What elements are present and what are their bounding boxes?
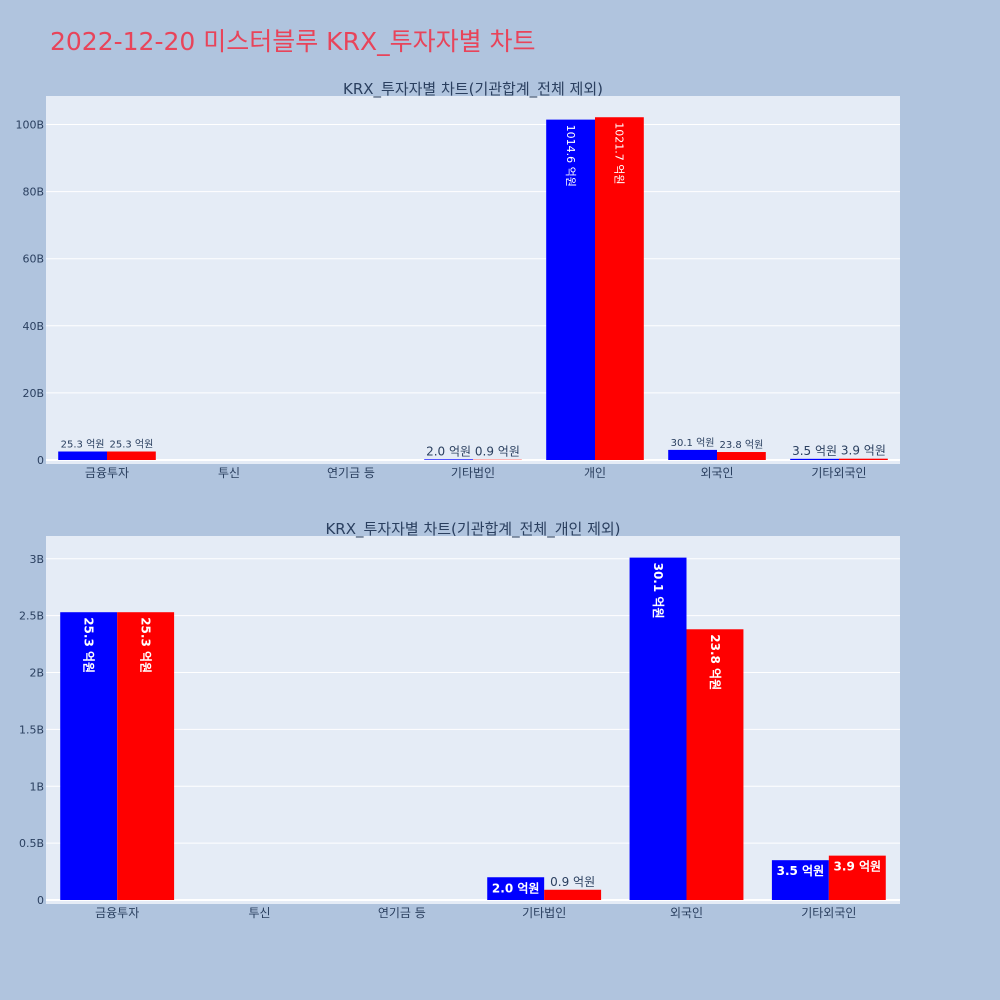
y-tick-label: 40B — [22, 320, 44, 333]
x-tick-label: 외국인 — [700, 466, 733, 480]
y-tick-label: 1.5B — [19, 723, 44, 736]
x-tick-label: 연기금 등 — [327, 466, 375, 480]
bar — [790, 458, 839, 460]
bar — [717, 452, 766, 460]
bar — [58, 451, 107, 460]
y-tick-label: 20B — [22, 387, 44, 400]
bar — [546, 119, 595, 460]
y-tick-label: 80B — [22, 186, 44, 199]
bar — [828, 855, 886, 900]
x-tick-label: 기타법인 — [522, 906, 566, 920]
plot-area — [46, 96, 900, 464]
data-label: 1021.7 억원 — [613, 122, 626, 184]
x-tick-label: 개인 — [584, 466, 606, 480]
data-label: 3.5 억원 — [792, 444, 837, 458]
data-label: 25.3 억원 — [61, 439, 105, 451]
data-label: 3.9 억원 — [841, 444, 886, 458]
x-tick-label: 기타외국인 — [801, 906, 856, 920]
y-tick-label: 0 — [37, 454, 44, 467]
y-tick-label: 60B — [22, 253, 44, 266]
x-tick-label: 금융투자 — [95, 906, 139, 920]
y-tick-label: 2.5B — [19, 610, 44, 623]
bar — [595, 117, 644, 460]
data-label: 23.8 억원 — [719, 439, 763, 451]
data-label: 25.3 억원 — [109, 439, 153, 451]
bar — [544, 889, 602, 900]
bar — [686, 629, 744, 900]
data-label: 2.0 억원 — [426, 444, 471, 458]
y-tick-label: 3B — [29, 553, 44, 566]
bar — [668, 449, 717, 460]
data-label: 3.9 억원 — [834, 860, 882, 874]
y-tick-label: 0.5B — [19, 837, 44, 850]
data-label: 25.3 억원 — [82, 617, 96, 673]
x-tick-label: 투신 — [218, 466, 240, 480]
data-label: 1014.6 억원 — [564, 125, 577, 187]
y-tick-label: 100B — [15, 119, 44, 132]
x-tick-label: 투신 — [248, 906, 270, 920]
x-tick-label: 연기금 등 — [378, 906, 426, 920]
bar — [487, 877, 545, 900]
bar — [771, 860, 829, 900]
x-tick-label: 금융투자 — [85, 466, 129, 480]
data-label: 30.1 억원 — [671, 437, 715, 449]
bar — [60, 612, 118, 900]
y-tick-label: 1B — [29, 780, 44, 793]
data-label: 30.1 억원 — [651, 563, 665, 619]
data-label: 2.0 억원 — [492, 881, 540, 895]
data-label: 0.9 억원 — [475, 445, 520, 459]
x-tick-label: 외국인 — [670, 906, 703, 920]
x-tick-label: 기타외국인 — [811, 466, 866, 480]
data-label: 23.8 억원 — [708, 634, 722, 690]
page-title: 2022-12-20 미스터블루 KRX_투자자별 차트 — [50, 27, 536, 56]
bar — [107, 451, 156, 460]
bar — [629, 557, 687, 900]
bar — [424, 459, 473, 460]
data-label: 25.3 억원 — [138, 617, 152, 673]
data-label: 0.9 억원 — [550, 875, 595, 889]
bar — [839, 458, 888, 460]
bar — [117, 612, 175, 900]
y-tick-label: 2B — [29, 667, 44, 680]
chart-title: KRX_투자자별 차트(기관합계_전체_개인 제외) — [325, 520, 620, 539]
data-label: 3.5 억원 — [777, 864, 825, 878]
x-tick-label: 기타법인 — [451, 466, 495, 480]
chart-title: KRX_투자자별 차트(기관합계_전체 제외) — [343, 80, 603, 99]
y-tick-label: 0 — [37, 894, 44, 907]
